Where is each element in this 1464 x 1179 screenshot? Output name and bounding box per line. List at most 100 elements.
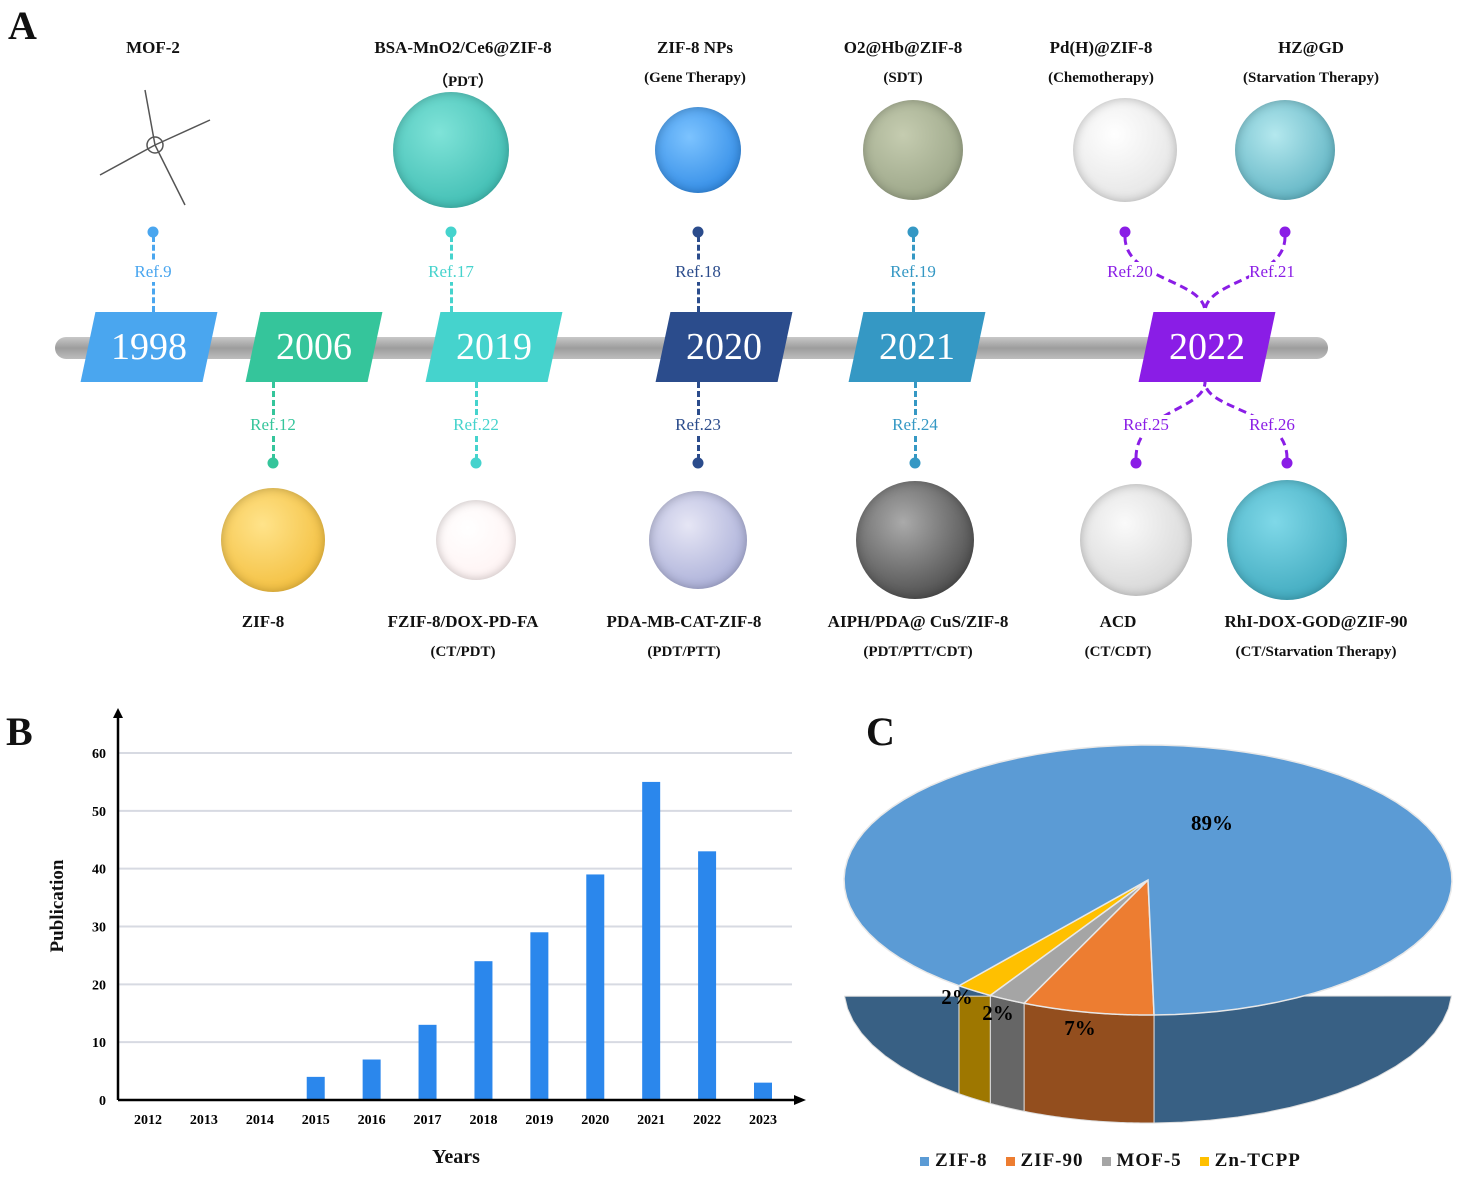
material-name: FZIF-8/DOX-PD-FA xyxy=(387,612,539,631)
legend-swatch xyxy=(920,1156,929,1166)
x-axis-label: Years xyxy=(432,1146,480,1168)
y-axis-label: Publication xyxy=(47,859,68,953)
material-name: ZIF-8 NPs xyxy=(656,38,734,57)
nanoparticle-illustration xyxy=(655,107,741,193)
bar-2022 xyxy=(698,851,717,1100)
connector-dot xyxy=(907,226,919,238)
material-name: HZ@GD xyxy=(1278,38,1344,57)
reference-label: Ref.21 xyxy=(1249,262,1295,282)
x-tick-label: 2013 xyxy=(190,1113,218,1128)
x-tick-label: 2022 xyxy=(693,1113,721,1128)
connector-line xyxy=(1203,381,1289,459)
nanoparticle-illustration xyxy=(1073,98,1177,202)
connector-dot xyxy=(1119,226,1131,238)
connector-dot xyxy=(692,457,704,469)
therapy-type: (PDT/PTT) xyxy=(647,644,721,660)
reference-label: Ref.26 xyxy=(1249,415,1295,435)
y-tick-label: 30 xyxy=(92,921,106,936)
bar-2017 xyxy=(418,1024,437,1100)
y-tick-label: 10 xyxy=(92,1036,106,1051)
legend-item-ZIF-90: ZIF-90 xyxy=(1005,1150,1084,1172)
connector-dot xyxy=(909,457,921,469)
y-tick-label: 20 xyxy=(92,978,106,993)
connector-line xyxy=(1123,236,1207,313)
therapy-type: (Chemotherapy) xyxy=(1048,70,1154,86)
y-tick-label: 50 xyxy=(92,805,106,820)
legend-swatch xyxy=(1199,1156,1209,1166)
connector-dot xyxy=(1130,457,1142,469)
pie-legend: ZIF-8 ZIF-90 MOF-5 Zn-TCPP xyxy=(920,1150,1301,1172)
x-tick-label: 2018 xyxy=(469,1113,497,1128)
therapy-type: (CT/PDT) xyxy=(430,644,496,660)
pie-slice-MOF-5 xyxy=(988,879,1149,1005)
x-tick-label: 2012 xyxy=(134,1113,162,1128)
connector-line xyxy=(1134,381,1207,459)
pie-slice-ZIF-8 xyxy=(843,744,1453,1016)
pie-data-label: 2% xyxy=(941,985,973,1009)
material-name: O2@Hb@ZIF-8 xyxy=(843,38,963,57)
reference-label: Ref.19 xyxy=(890,262,936,282)
legend-label: ZIF-8 xyxy=(935,1150,988,1171)
legend-swatch xyxy=(1005,1156,1015,1166)
nanoparticle-illustration xyxy=(1080,484,1192,596)
bar-2019 xyxy=(530,932,549,1100)
therapy-type: (SDT) xyxy=(883,70,923,86)
nanoparticle-illustration xyxy=(436,500,516,580)
nanoparticle-illustration xyxy=(1227,480,1347,600)
material-name: BSA-MnO2/Ce6@ZIF-8 xyxy=(374,38,552,57)
x-tick-label: 2021 xyxy=(637,1113,665,1128)
material-name: AIPH/PDA@ CuS/ZIF-8 xyxy=(827,612,1009,631)
axes xyxy=(116,712,800,1102)
legend-item-ZIF-8: ZIF-8 xyxy=(920,1150,988,1172)
pie-data-label: 7% xyxy=(1064,1016,1096,1040)
connector-line xyxy=(1203,236,1287,313)
y-tick-label: 0 xyxy=(99,1094,106,1109)
pie-slice-ZIF-90 xyxy=(1022,878,1155,1016)
x-tick-label: 2016 xyxy=(358,1113,386,1128)
legend-item-MOF-5: MOF-5 xyxy=(1101,1150,1182,1172)
x-tick-label: 2023 xyxy=(749,1113,777,1128)
legend-swatch xyxy=(1101,1156,1111,1166)
legend-label: Zn-TCPP xyxy=(1214,1150,1301,1171)
material-name: ZIF-8 xyxy=(241,612,285,631)
2022-connectors xyxy=(1123,236,1289,459)
nanoparticle-illustration xyxy=(649,491,747,589)
bar-2018 xyxy=(474,961,493,1100)
legend-label: ZIF-90 xyxy=(1020,1150,1084,1171)
pie-data-label: 2% xyxy=(982,1001,1014,1025)
x-tick-label: 2020 xyxy=(581,1113,609,1128)
reference-label: Ref.18 xyxy=(675,262,721,282)
reference-label: Ref.22 xyxy=(453,415,499,435)
nanoparticle-illustration xyxy=(393,92,509,208)
therapy-type: (PDT/PTT/CDT) xyxy=(863,644,973,660)
x-tick-label: 2017 xyxy=(414,1113,442,1128)
nanoparticle-illustration xyxy=(863,100,963,200)
material-name: RhI-DOX-GOD@ZIF-90 xyxy=(1224,612,1408,631)
reference-label: Ref.17 xyxy=(428,262,474,282)
therapy-type: (CT/CDT) xyxy=(1084,644,1152,660)
legend-label: MOF-5 xyxy=(1116,1150,1182,1171)
therapy-type: (Starvation Therapy) xyxy=(1243,70,1379,86)
pie-chart: 89% 7% 2% 2% xyxy=(843,744,1453,1124)
nanoparticle-illustration xyxy=(1235,100,1335,200)
reference-label: Ref.20 xyxy=(1107,262,1153,282)
legend-item-Zn-TCPP: Zn-TCPP xyxy=(1199,1150,1301,1172)
connector-dot xyxy=(470,457,482,469)
reference-label: Ref.12 xyxy=(250,415,296,435)
bar-chart: 0 10 20 30 40 50 60 2012 2013 2014 2015 2016 2017 201… xyxy=(92,708,806,1128)
y-tick-label: 60 xyxy=(92,747,106,762)
connector-dot xyxy=(445,226,457,238)
therapy-type: (Gene Therapy) xyxy=(644,70,746,86)
connector-dot xyxy=(1281,457,1293,469)
reference-label: Ref.24 xyxy=(892,415,938,435)
pie-data-label: 89% xyxy=(1191,811,1233,835)
x-tick-label: 2015 xyxy=(302,1113,330,1128)
connector-dot xyxy=(692,226,704,238)
therapy-type: （PDT） xyxy=(432,74,494,90)
bar-2015 xyxy=(306,1076,325,1100)
x-tick-label: 2014 xyxy=(246,1113,274,1128)
reference-label: Ref.9 xyxy=(134,262,172,282)
panel-label-c: C xyxy=(866,709,895,754)
bar-2020 xyxy=(586,874,605,1100)
